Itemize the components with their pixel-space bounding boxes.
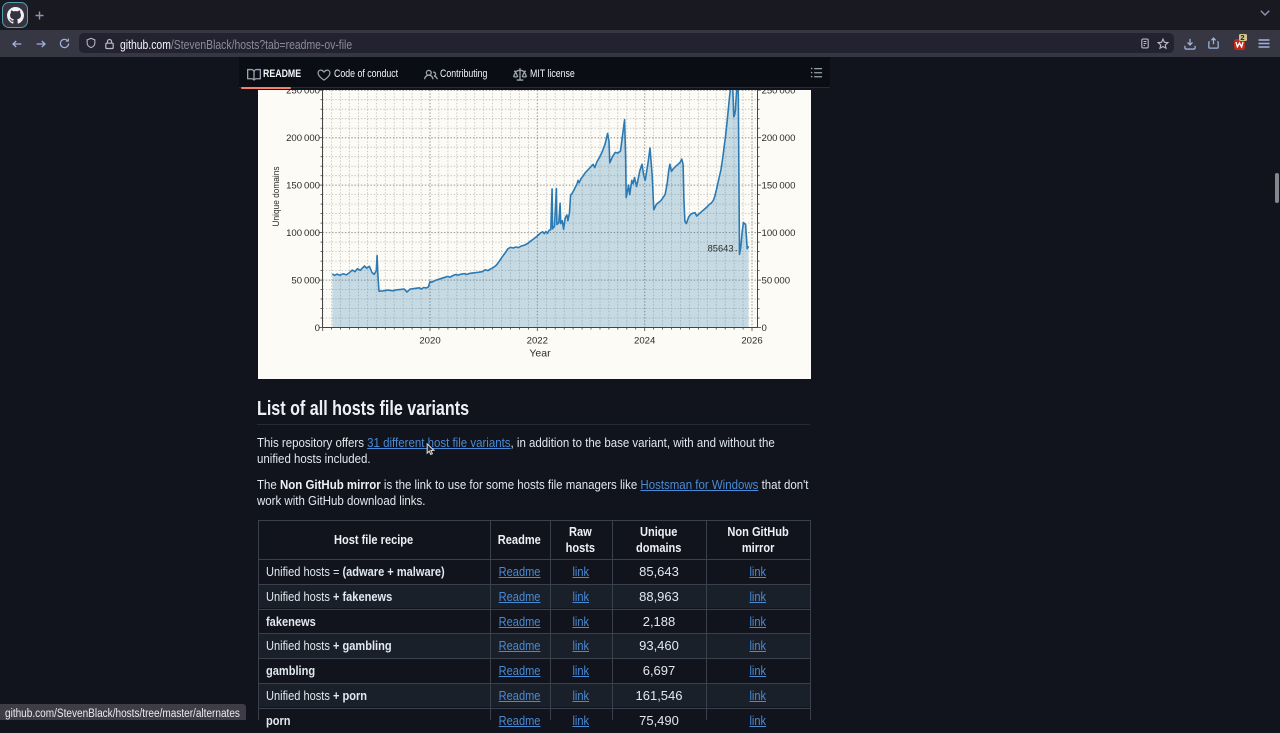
- svg-text:85643: 85643: [708, 244, 734, 254]
- svg-text:200 000: 200 000: [762, 133, 796, 144]
- svg-text:200 000: 200 000: [286, 133, 320, 144]
- svg-text:0: 0: [762, 323, 767, 334]
- svg-text:Year: Year: [529, 348, 551, 360]
- svg-text:250 000: 250 000: [762, 90, 796, 97]
- svg-text:50 000: 50 000: [762, 276, 791, 287]
- svg-text:0: 0: [315, 323, 320, 334]
- svg-text:100 000: 100 000: [762, 228, 796, 239]
- svg-text:50 000: 50 000: [291, 276, 320, 287]
- svg-text:2020: 2020: [419, 335, 440, 346]
- svg-text:150 000: 150 000: [762, 181, 796, 192]
- svg-text:150 000: 150 000: [286, 181, 320, 192]
- svg-text:2022: 2022: [527, 335, 548, 346]
- svg-text:2024: 2024: [634, 335, 656, 346]
- svg-text:Unique domains: Unique domains: [271, 166, 282, 226]
- svg-text:100 000: 100 000: [286, 228, 320, 239]
- svg-text:250 000: 250 000: [286, 90, 320, 97]
- svg-text:2026: 2026: [741, 335, 762, 346]
